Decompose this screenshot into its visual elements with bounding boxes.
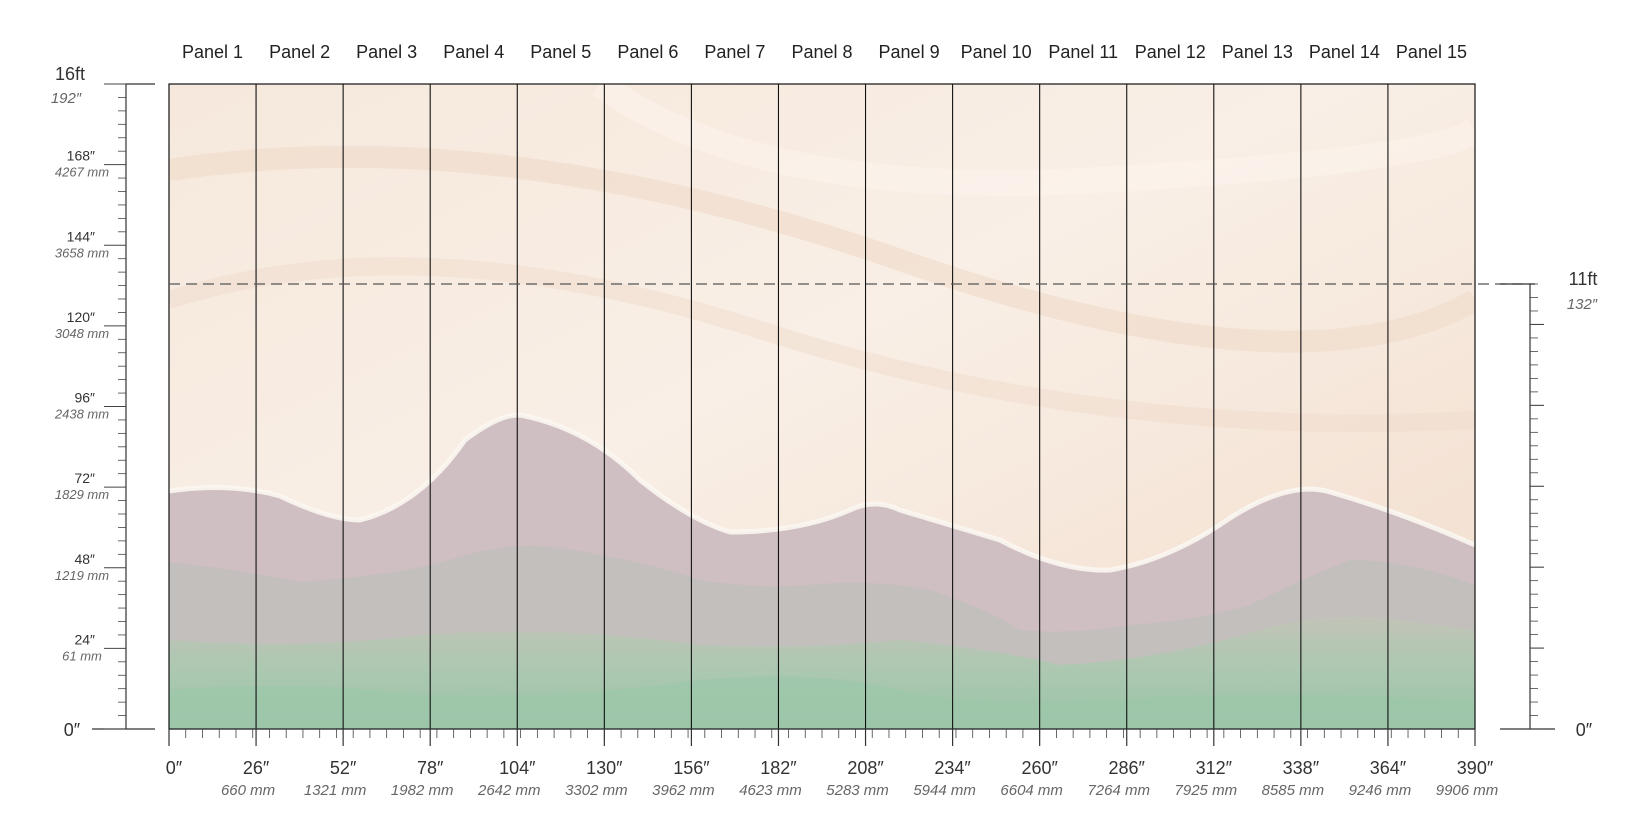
left-tick-sublabel: 3658 mm bbox=[55, 245, 109, 260]
bottom-tick-label: 286″ bbox=[1109, 758, 1146, 778]
panel-title: Panel 3 bbox=[356, 42, 417, 62]
bottom-tick-label: 0″ bbox=[166, 758, 183, 778]
panel-title: Panel 6 bbox=[617, 42, 678, 62]
panel-dividers bbox=[255, 84, 1389, 729]
right-top-label: 11ft bbox=[1569, 269, 1598, 289]
bottom-tick-sublabel: 1321 mm bbox=[304, 782, 367, 799]
left-tick-sublabel: 1829 mm bbox=[55, 487, 109, 502]
bottom-tick-sublabel: 2642 mm bbox=[477, 782, 541, 799]
bottom-tick-sublabel: 7264 mm bbox=[1087, 782, 1150, 799]
left-tick-label: 72″ bbox=[74, 470, 95, 486]
panel-title: Panel 9 bbox=[879, 42, 940, 62]
panel-titles: Panel 1 Panel 2 Panel 3 Panel 4 Panel 5 Panel… bbox=[182, 42, 1467, 62]
bottom-tick-label: 52″ bbox=[330, 758, 357, 778]
panel-title: Panel 15 bbox=[1396, 42, 1467, 62]
bottom-tick-sublabel: 6604 mm bbox=[1000, 782, 1063, 799]
left-tick-sublabel: 4267 mm bbox=[55, 165, 109, 180]
left-tick-label: 120″ bbox=[67, 309, 95, 325]
bottom-tick-label: 364″ bbox=[1370, 758, 1407, 778]
left-tick-label: 144″ bbox=[67, 228, 95, 244]
bottom-tick-sublabel: 3962 mm bbox=[652, 782, 715, 799]
left-ruler: 16ft 192″ 168″4267 mm 144″3658 mm 120″3048… bbox=[51, 64, 155, 740]
bottom-tick-label: 338″ bbox=[1283, 758, 1320, 778]
bottom-tick-sublabel: 5283 mm bbox=[826, 782, 889, 799]
bottom-tick-label: 130″ bbox=[586, 758, 623, 778]
left-tick-label: 168″ bbox=[67, 148, 95, 164]
left-zero-label: 0″ bbox=[64, 720, 81, 740]
panel-title: Panel 14 bbox=[1309, 42, 1380, 62]
panel-title: Panel 5 bbox=[530, 42, 591, 62]
bottom-tick-sublabel: 7925 mm bbox=[1175, 782, 1238, 799]
bottom-tick-label: 390″ bbox=[1457, 758, 1494, 778]
panel-title: Panel 4 bbox=[443, 42, 504, 62]
left-tick-sublabel: 3048 mm bbox=[55, 326, 109, 341]
right-top-sublabel: 132″ bbox=[1567, 296, 1598, 313]
left-top-sublabel: 192″ bbox=[51, 90, 82, 107]
bottom-tick-label: 156″ bbox=[673, 758, 710, 778]
left-tick-label: 96″ bbox=[74, 390, 95, 406]
bottom-tick-label: 208″ bbox=[847, 758, 884, 778]
left-tick-label: 24″ bbox=[74, 631, 95, 647]
right-ruler: 11ft 132″ 0″ bbox=[1500, 269, 1598, 740]
bottom-tick-sublabel: 4623 mm bbox=[739, 782, 802, 799]
bottom-tick-label: 26″ bbox=[243, 758, 270, 778]
bottom-tick-label: 260″ bbox=[1021, 758, 1058, 778]
bottom-tick-label: 234″ bbox=[934, 758, 971, 778]
bottom-tick-label: 78″ bbox=[417, 758, 444, 778]
left-top-label: 16ft bbox=[55, 64, 85, 84]
bottom-ruler: 0″ 26″ 660 mm 52″ 1321 mm 78″ 1982 mm 104″ 2642 … bbox=[166, 728, 1499, 799]
bottom-tick-sublabel: 9246 mm bbox=[1349, 782, 1412, 799]
bottom-tick-sublabel: 1982 mm bbox=[391, 782, 454, 799]
panel-title: Panel 1 bbox=[182, 42, 243, 62]
right-zero-label: 0″ bbox=[1576, 720, 1593, 740]
left-tick-sublabel: 1219 mm bbox=[55, 568, 109, 583]
bottom-tick-label: 104″ bbox=[499, 758, 536, 778]
bottom-tick-sublabel: 5944 mm bbox=[913, 782, 976, 799]
left-tick-label: 48″ bbox=[74, 551, 95, 567]
panel-title: Panel 7 bbox=[704, 42, 765, 62]
panel-title: Panel 2 bbox=[269, 42, 330, 62]
panel-title: Panel 13 bbox=[1222, 42, 1293, 62]
bottom-tick-sublabel: 9906 mm bbox=[1436, 782, 1499, 799]
bottom-tick-sublabel: 660 mm bbox=[221, 782, 275, 799]
panel-title: Panel 8 bbox=[791, 42, 852, 62]
panel-title: Panel 11 bbox=[1048, 42, 1118, 62]
mural-image bbox=[169, 84, 1475, 729]
bottom-tick-label: 312″ bbox=[1196, 758, 1233, 778]
bottom-tick-sublabel: 3302 mm bbox=[565, 782, 628, 799]
left-tick-sublabel: 61 mm bbox=[62, 648, 102, 663]
panel-title: Panel 10 bbox=[961, 42, 1032, 62]
bottom-tick-label: 182″ bbox=[760, 758, 797, 778]
bottom-tick-sublabel: 8585 mm bbox=[1262, 782, 1325, 799]
panel-title: Panel 12 bbox=[1135, 42, 1206, 62]
left-tick-sublabel: 2438 mm bbox=[54, 407, 109, 422]
